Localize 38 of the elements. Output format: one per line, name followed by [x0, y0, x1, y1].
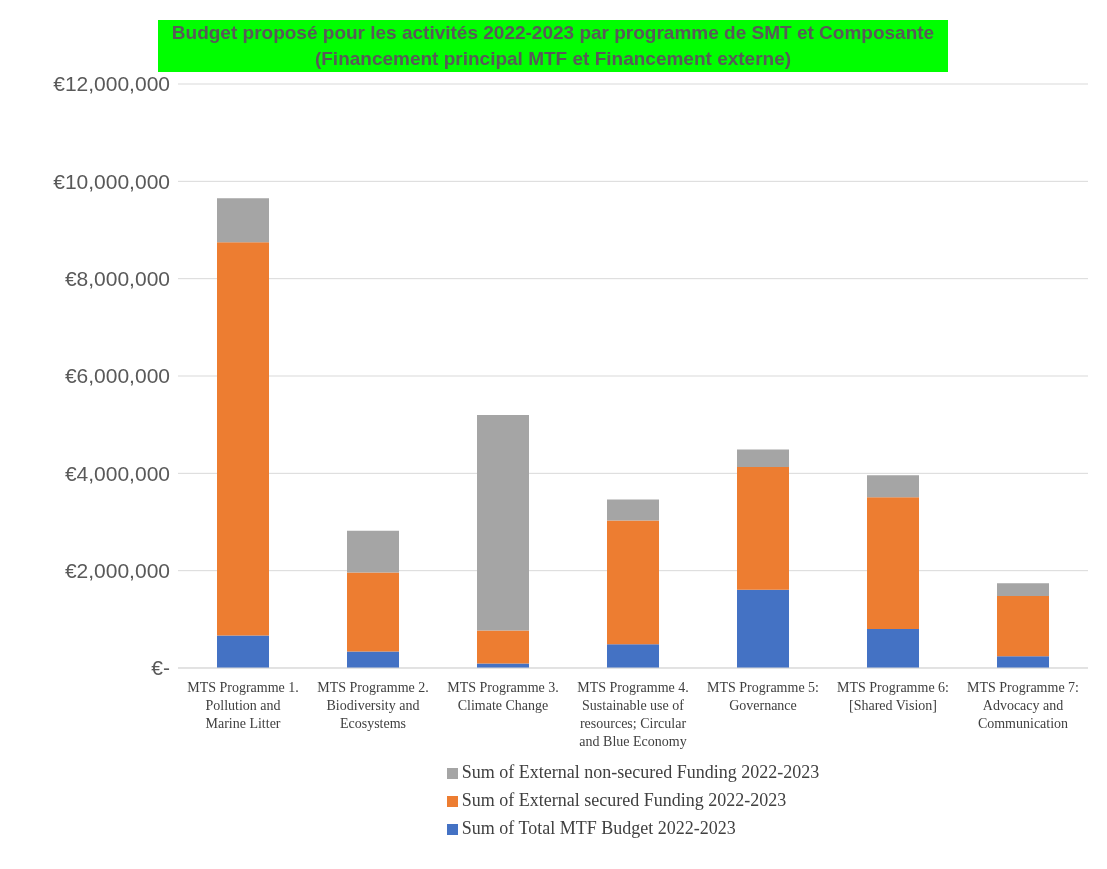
x-tick-label: MTS Programme 4. Sustainable use of resources; Circular and Blue Economy: [577, 680, 689, 749]
bar: [347, 530, 399, 573]
x-tick-label: MTS Programme 5: Governance: [707, 680, 819, 713]
y-tick-label: €8,000,000: [64, 267, 170, 291]
bar: [347, 572, 399, 652]
bar: [867, 475, 919, 498]
y-tick-label: €12,000,000: [53, 72, 170, 96]
bar: [607, 520, 659, 645]
bar: [217, 635, 269, 668]
bar: [997, 595, 1049, 657]
bar: [477, 414, 529, 631]
x-tick-label: MTS Programme 7: Advocacy and Communication: [967, 680, 1079, 731]
x-tick-label: MTS Programme 6: [Shared Vision]: [837, 680, 949, 713]
x-tick-label: MTS Programme 1. Pollution and Marine Litter: [187, 680, 299, 731]
x-tick-label: MTS Programme 2. Biodiversity and Ecosystems: [317, 680, 429, 731]
bar: [997, 583, 1049, 596]
y-tick-label: €6,000,000: [64, 364, 170, 388]
bar: [607, 644, 659, 668]
bar: [997, 656, 1049, 668]
legend-label: Sum of External secured Funding 2022-2023: [461, 790, 787, 810]
bar: [867, 629, 919, 668]
y-tick-label: €-: [151, 656, 170, 680]
y-tick-label: €4,000,000: [64, 461, 170, 485]
bar: [477, 630, 529, 664]
legend-label: Sum of Total MTF Budget 2022-2023: [461, 818, 736, 838]
bar: [867, 497, 919, 630]
bar: [737, 589, 789, 668]
bar: [737, 467, 789, 590]
chart-title: Budget proposé pour les activités 2022-2023 par programme de SMT et Composante (Financement principal MTF et Financement externe): [158, 20, 948, 72]
x-tick-label: MTS Programme 3. Climate Change: [447, 680, 559, 713]
bar: [347, 651, 399, 668]
bar: [217, 198, 269, 243]
bar: [217, 242, 269, 636]
bar: [607, 499, 659, 521]
y-tick-label: €2,000,000: [64, 559, 170, 583]
legend-label: Sum of External non-secured Funding 2022-2023: [461, 762, 820, 782]
y-tick-label: €10,000,000: [53, 169, 170, 193]
bar: [737, 449, 789, 468]
